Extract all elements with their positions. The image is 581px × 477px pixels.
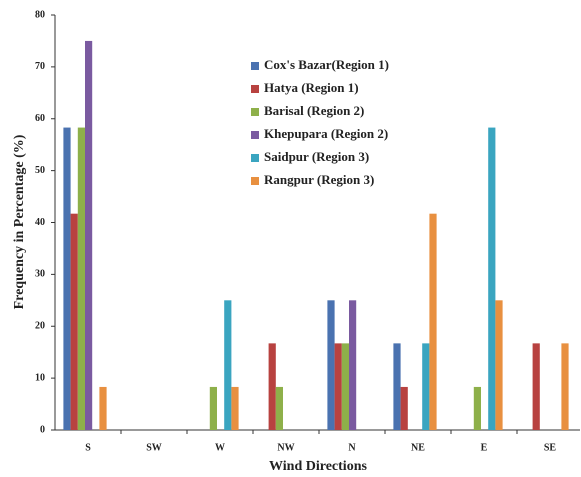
y-axis-title: Frequency in Percentage (%) — [12, 134, 27, 309]
bar — [393, 343, 401, 430]
x-tick-label: NW — [277, 442, 294, 453]
legend-label: Cox's Bazar(Region 1) — [264, 57, 389, 72]
legend-label: Rangpur (Region 3) — [264, 172, 374, 187]
bar — [341, 343, 349, 430]
bar — [349, 300, 357, 430]
y-tick-label: 80 — [35, 9, 45, 20]
x-axis-title: Wind Directions — [269, 459, 367, 474]
bar — [400, 386, 408, 430]
bar — [268, 343, 276, 430]
bar — [334, 343, 342, 430]
x-tick-label: SW — [146, 442, 162, 453]
bar — [63, 127, 71, 430]
bar — [495, 300, 503, 430]
x-tick-label: NE — [411, 442, 425, 453]
bar — [561, 343, 569, 430]
legend-swatch — [251, 62, 259, 70]
legend-swatch — [251, 177, 259, 185]
bar — [488, 127, 496, 430]
y-tick-label: 70 — [35, 61, 45, 72]
bar — [70, 213, 78, 430]
bar — [275, 386, 283, 430]
bar — [77, 127, 85, 430]
bar — [429, 213, 437, 430]
legend-label: Hatya (Region 1) — [264, 80, 359, 95]
y-tick-label: 60 — [35, 113, 45, 124]
legend-label: Khepupara (Region 2) — [264, 126, 388, 141]
y-tick-label: 10 — [35, 372, 45, 383]
legend-label: Barisal (Region 2) — [264, 103, 364, 118]
bar — [224, 300, 232, 430]
bar — [327, 300, 335, 430]
bar — [231, 386, 239, 430]
bar — [473, 386, 481, 430]
y-tick-label: 20 — [35, 321, 45, 332]
legend-swatch — [251, 131, 259, 139]
y-tick-label: 40 — [35, 217, 45, 228]
x-tick-label: SE — [544, 442, 557, 453]
y-tick-label: 30 — [35, 269, 45, 280]
bar — [85, 40, 93, 430]
bar — [209, 386, 217, 430]
bar — [422, 343, 430, 430]
legend-label: Saidpur (Region 3) — [264, 149, 369, 164]
y-tick-label: 0 — [40, 424, 45, 435]
x-tick-label: W — [215, 442, 225, 453]
bar — [99, 386, 107, 430]
y-tick-label: 50 — [35, 165, 45, 176]
x-tick-label: E — [481, 442, 488, 453]
legend-swatch — [251, 108, 259, 116]
bar — [532, 343, 540, 430]
x-tick-label: N — [348, 442, 356, 453]
legend-swatch — [251, 154, 259, 162]
x-tick-label: S — [85, 442, 91, 453]
legend-swatch — [251, 85, 259, 93]
legend: Cox's Bazar(Region 1) Hatya (Region 1) Bar… — [251, 57, 389, 187]
